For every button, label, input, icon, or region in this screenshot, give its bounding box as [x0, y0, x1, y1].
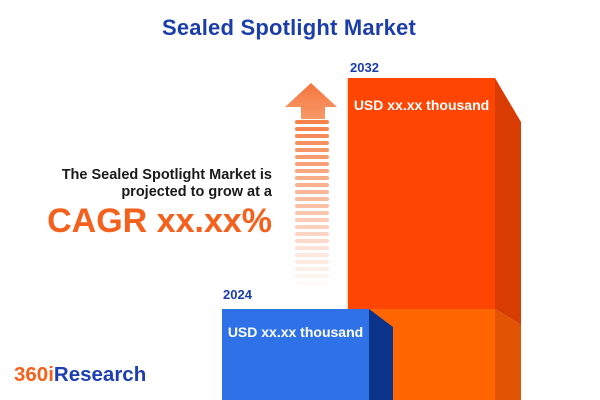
arrow-dash: [295, 134, 329, 138]
arrow-dash: [295, 225, 329, 229]
arrow-dash: [295, 197, 329, 201]
arrow-dash: [295, 274, 329, 278]
page-title: Sealed Spotlight Market: [162, 15, 416, 40]
arrow-dash: [295, 239, 329, 243]
arrow-dash: [295, 253, 329, 257]
bar-2032-value-label: USD xx.xx thousand: [353, 97, 490, 113]
brand-logo: 360iResearch: [14, 363, 146, 387]
arrow-dash: [295, 267, 329, 271]
arrow-dash: [295, 218, 329, 222]
bar-2024-year-label: 2024: [223, 287, 252, 302]
arrow-dash: [295, 211, 329, 215]
arrow-dash: [295, 204, 329, 208]
growth-arrow-icon: [285, 83, 337, 293]
growth-description-line2: projected to grow at a: [121, 184, 272, 200]
arrow-dash: [295, 148, 329, 152]
arrow-dash: [295, 162, 329, 166]
arrow-neck: [301, 106, 325, 119]
arrow-dash: [295, 120, 329, 124]
arrow-dash: [295, 176, 329, 180]
arrow-head-icon: [285, 83, 337, 107]
arrow-dash: [295, 169, 329, 173]
bar-2032-left-edge: [346, 78, 348, 400]
arrow-dash: [295, 232, 329, 236]
bar-2032-side-dark: [495, 78, 521, 325]
bar-2032-side-light: [495, 309, 521, 400]
cagr-value: CAGR xx.xx%: [47, 202, 272, 240]
arrow-dash: [295, 281, 329, 285]
arrow-dash: [295, 155, 329, 159]
arrow-dash: [295, 260, 329, 264]
growth-description-line1: The Sealed Spotlight Market is: [61, 167, 272, 183]
growth-arrow-dashes: [295, 120, 329, 288]
brand-logo-prefix: 360i: [14, 363, 54, 386]
arrow-dash: [295, 190, 329, 194]
brand-logo-suffix: Research: [53, 363, 147, 386]
bar-2024-face: [222, 309, 369, 400]
arrow-dash: [295, 141, 329, 145]
bar-2024-3d-side: [369, 309, 393, 400]
bar-2032-face-upper: [348, 78, 495, 309]
arrow-dash: [295, 127, 329, 131]
bar-2032-year-label: 2032: [350, 60, 379, 75]
bar-2024-value-label: USD xx.xx thousand: [227, 324, 364, 340]
growth-description: The Sealed Spotlight Market is projected…: [62, 167, 272, 201]
bar-2032-3d-side: [495, 78, 521, 400]
arrow-dash: [295, 246, 329, 250]
arrow-dash: [295, 183, 329, 187]
